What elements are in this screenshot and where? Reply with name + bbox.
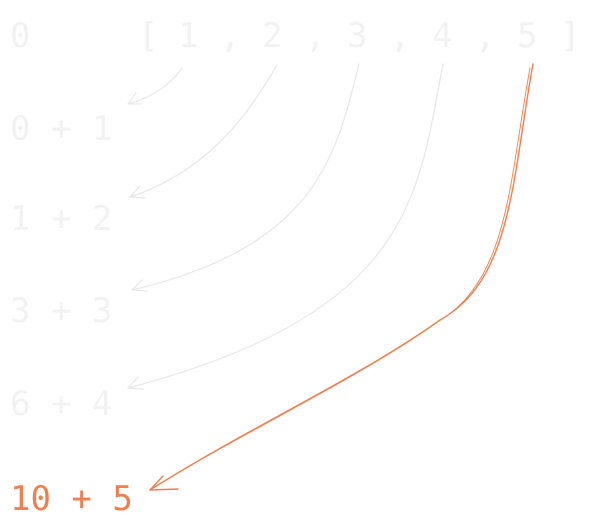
faded-arrows (127, 63, 444, 390)
step-expression-1: 0 + 1 (10, 109, 112, 149)
header-row: 0 [ 1 , 2 , 3 , 4 , 5 ] (10, 16, 580, 56)
array-separator: , (390, 16, 410, 56)
step-expression-5: 10 + 5 (10, 479, 133, 519)
step-expression-4: 6 + 4 (10, 384, 112, 424)
step-expression-2: 1 + 2 (10, 199, 112, 239)
array-item-4: 4 (432, 16, 452, 56)
step-list: 0 + 1 1 + 2 3 + 3 6 + 4 10 + 5 (10, 109, 133, 519)
array-separator: , (475, 16, 495, 56)
array-separator: , (305, 16, 325, 56)
arrow-item-2-to-step-2 (129, 64, 278, 199)
arrow-item-3-to-step-3 (131, 63, 360, 292)
array-separator: , (220, 16, 240, 56)
step-expression-3: 3 + 3 (10, 291, 112, 331)
array-item-5: 5 (517, 16, 537, 56)
arrow-item-4-to-step-4 (127, 63, 444, 390)
array-item-3: 3 (347, 16, 367, 56)
arrow-item-1-to-step-1 (127, 67, 183, 105)
array-item-1: 1 (178, 16, 198, 56)
close-bracket: ] (560, 16, 580, 56)
highlight-arrow (149, 63, 534, 491)
initial-value: 0 (10, 16, 30, 56)
array-item-2: 2 (262, 16, 282, 56)
open-bracket: [ (138, 16, 158, 56)
